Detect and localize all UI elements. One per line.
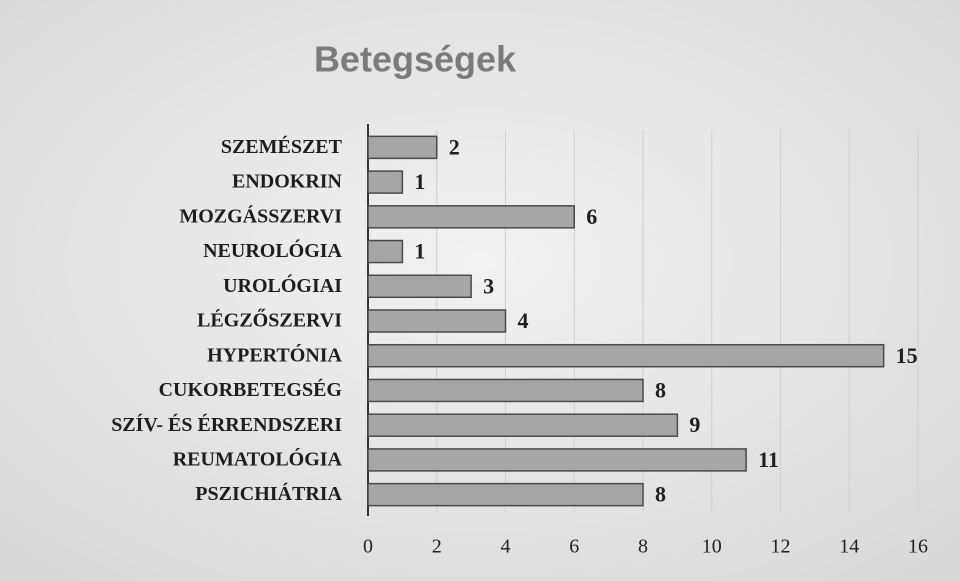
y-tick-label: LÉGZŐSZERVI xyxy=(197,308,342,332)
x-tick-label: 4 xyxy=(501,536,511,558)
y-tick-label: REUMATOLÓGIA xyxy=(173,447,343,471)
y-tick-label: SZÍV- ÉS ÉRRENDSZERI xyxy=(111,413,342,436)
data-label: 8 xyxy=(655,378,666,403)
y-tick-label: PSZICHIÁTRIA xyxy=(195,482,342,505)
y-tick-label: HYPERTÓNIA xyxy=(207,342,342,366)
bar xyxy=(367,309,507,333)
x-tick-label: 6 xyxy=(569,536,579,558)
x-tick-label: 10 xyxy=(702,536,722,558)
data-label: 4 xyxy=(518,308,529,333)
data-label: 1 xyxy=(414,239,425,264)
data-label: 3 xyxy=(483,273,494,298)
y-tick-label: UROLÓGIAI xyxy=(223,273,342,297)
data-label: 9 xyxy=(689,412,700,437)
x-tick-label: 2 xyxy=(432,536,442,558)
bar xyxy=(367,482,644,507)
x-tick-label: 14 xyxy=(839,536,859,558)
bar xyxy=(367,205,575,229)
data-label: 11 xyxy=(758,447,779,472)
bar xyxy=(367,448,747,472)
bar xyxy=(367,378,644,403)
bar xyxy=(367,413,679,437)
data-label: 6 xyxy=(586,204,597,229)
data-label: 15 xyxy=(896,343,918,368)
bar xyxy=(367,239,404,264)
data-label: 8 xyxy=(655,482,666,507)
x-tick-label: 8 xyxy=(638,536,648,558)
data-label: 1 xyxy=(414,169,425,194)
bar xyxy=(367,343,885,368)
y-tick-label: CUKORBETEGSÉG xyxy=(159,378,343,401)
data-label: 2 xyxy=(449,134,460,159)
y-tick-label: MOZGÁSSZERVI xyxy=(179,204,342,227)
chart-title: Betegségek xyxy=(314,39,517,80)
x-tick-label: 0 xyxy=(363,536,373,558)
x-tick-label: 16 xyxy=(908,536,928,558)
bar xyxy=(367,274,472,299)
bar xyxy=(367,170,404,194)
y-tick-label: ENDOKRIN xyxy=(232,171,343,193)
bar xyxy=(367,135,438,160)
y-tick-label: SZEMÉSZET xyxy=(221,135,343,158)
y-tick-label: NEUROLÓGIA xyxy=(203,238,342,262)
x-tick-label: 12 xyxy=(771,536,791,558)
